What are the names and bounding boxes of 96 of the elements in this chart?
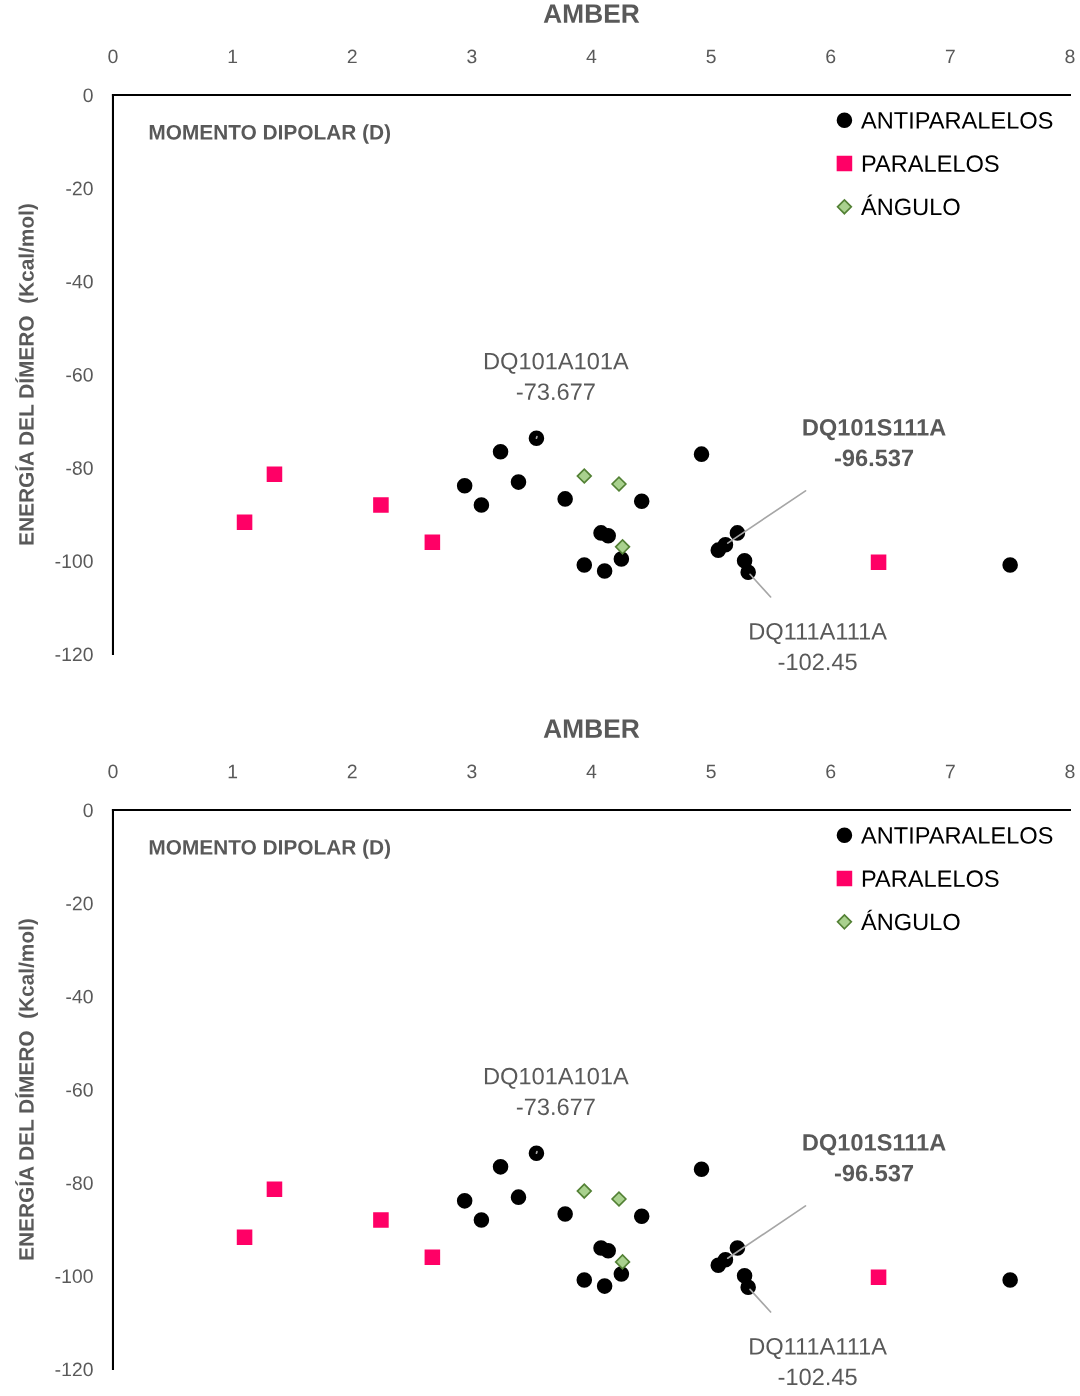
y-tick-label: -60 bbox=[66, 367, 93, 382]
point bbox=[510, 474, 527, 490]
point bbox=[557, 491, 573, 507]
point bbox=[236, 1229, 253, 1245]
y-tick-label: -120 bbox=[55, 647, 93, 662]
point bbox=[492, 444, 509, 460]
y-tick-label: -80 bbox=[66, 461, 93, 475]
annotation: DQ111A111A -102.45 bbox=[750, 1338, 887, 1386]
annotation: DQ101S111A -96.537 bbox=[803, 1134, 946, 1182]
point bbox=[633, 493, 650, 509]
point bbox=[236, 514, 253, 530]
y-tick-label: -20 bbox=[66, 896, 93, 911]
point bbox=[611, 1191, 627, 1207]
point bbox=[870, 1269, 887, 1286]
point bbox=[510, 1189, 527, 1205]
y-tick-label: -100 bbox=[55, 554, 93, 569]
legend-label: ANTIPARALELOS bbox=[861, 827, 1053, 844]
point bbox=[870, 554, 887, 571]
y-tick-label: 0 bbox=[83, 88, 93, 103]
y-tick-label: -40 bbox=[66, 989, 93, 1004]
y-tick-label: -40 bbox=[66, 274, 93, 289]
legend-label: ÁNGULO bbox=[861, 909, 960, 931]
x-axis-title: MOMENTO DIPOLAR (D) bbox=[149, 124, 391, 144]
x-tick-label: 7 bbox=[945, 49, 955, 64]
x-tick-label: 6 bbox=[826, 49, 836, 64]
point bbox=[600, 527, 616, 544]
point bbox=[557, 1206, 573, 1222]
y-tick-label: -120 bbox=[55, 1362, 93, 1377]
point bbox=[740, 1279, 756, 1296]
x-tick-label: 1 bbox=[228, 764, 238, 779]
point bbox=[576, 557, 593, 573]
x-tick-label: 2 bbox=[347, 49, 357, 64]
x-tick-label: 3 bbox=[467, 49, 477, 64]
point bbox=[456, 1193, 473, 1209]
point bbox=[424, 1249, 441, 1266]
y-tick-label: 0 bbox=[83, 803, 93, 818]
y-axis-title: ENERGÍA DEL DÍMERO (Kcal/mol) bbox=[15, 204, 38, 545]
x-tick-label: 4 bbox=[586, 49, 597, 64]
point bbox=[613, 551, 630, 567]
point bbox=[613, 1266, 630, 1282]
legend-label: PARALELOS bbox=[862, 870, 999, 888]
point bbox=[717, 1251, 734, 1268]
point bbox=[528, 430, 545, 446]
x-tick-label: 5 bbox=[706, 49, 716, 64]
point bbox=[473, 497, 490, 513]
y-tick-label: -20 bbox=[66, 181, 93, 196]
x-tick-label: 3 bbox=[467, 764, 477, 779]
point bbox=[373, 497, 389, 513]
annotation: DQ111A111A -102.45 bbox=[750, 622, 887, 671]
point bbox=[266, 466, 283, 482]
legend-label: PARALELOS bbox=[862, 155, 999, 173]
point bbox=[717, 536, 734, 553]
point bbox=[600, 1242, 616, 1259]
x-axis-title: MOMENTO DIPOLAR (D) bbox=[149, 839, 391, 859]
point bbox=[373, 1212, 389, 1228]
point bbox=[1002, 557, 1018, 573]
point bbox=[576, 468, 592, 484]
legend-label: ANTIPARALELOS bbox=[861, 112, 1053, 129]
point bbox=[528, 1145, 545, 1162]
point bbox=[456, 478, 473, 494]
annotation: DQ101A101A -73.677 bbox=[484, 352, 629, 401]
point bbox=[576, 1183, 592, 1199]
point bbox=[473, 1212, 490, 1228]
point bbox=[424, 534, 441, 550]
x-tick-label: 6 bbox=[826, 764, 836, 779]
x-tick-label: 0 bbox=[108, 764, 118, 779]
point bbox=[693, 1161, 710, 1177]
y-axis-title: ENERGÍA DEL DÍMERO (Kcal/mol) bbox=[15, 919, 38, 1260]
x-tick-label: 8 bbox=[1065, 49, 1075, 64]
point bbox=[576, 1272, 593, 1288]
y-tick-label: -60 bbox=[66, 1082, 93, 1097]
point bbox=[740, 564, 756, 581]
point bbox=[596, 1278, 613, 1294]
y-tick-label: -100 bbox=[55, 1269, 93, 1284]
x-tick-label: 5 bbox=[706, 764, 716, 779]
point bbox=[614, 539, 631, 555]
annotation: DQ101A101A -73.677 bbox=[484, 1067, 629, 1116]
x-tick-label: 2 bbox=[347, 764, 357, 779]
legend-label: ÁNGULO bbox=[861, 194, 960, 216]
annotation: DQ101S111A -96.537 bbox=[803, 419, 946, 467]
x-tick-label: 8 bbox=[1065, 764, 1075, 779]
chart-title: AMBER bbox=[543, 4, 640, 23]
x-tick-label: 0 bbox=[108, 49, 118, 64]
y-tick-label: -80 bbox=[66, 1176, 93, 1190]
point bbox=[1002, 1272, 1018, 1288]
point bbox=[492, 1159, 509, 1175]
x-tick-label: 7 bbox=[945, 764, 955, 779]
point bbox=[266, 1181, 283, 1197]
point bbox=[614, 1254, 631, 1270]
x-tick-label: 1 bbox=[228, 49, 238, 64]
x-tick-label: 4 bbox=[586, 764, 597, 779]
chart-title: AMBER bbox=[543, 719, 640, 738]
point bbox=[693, 446, 710, 462]
point bbox=[633, 1208, 650, 1225]
point bbox=[596, 563, 613, 579]
point bbox=[611, 476, 627, 492]
